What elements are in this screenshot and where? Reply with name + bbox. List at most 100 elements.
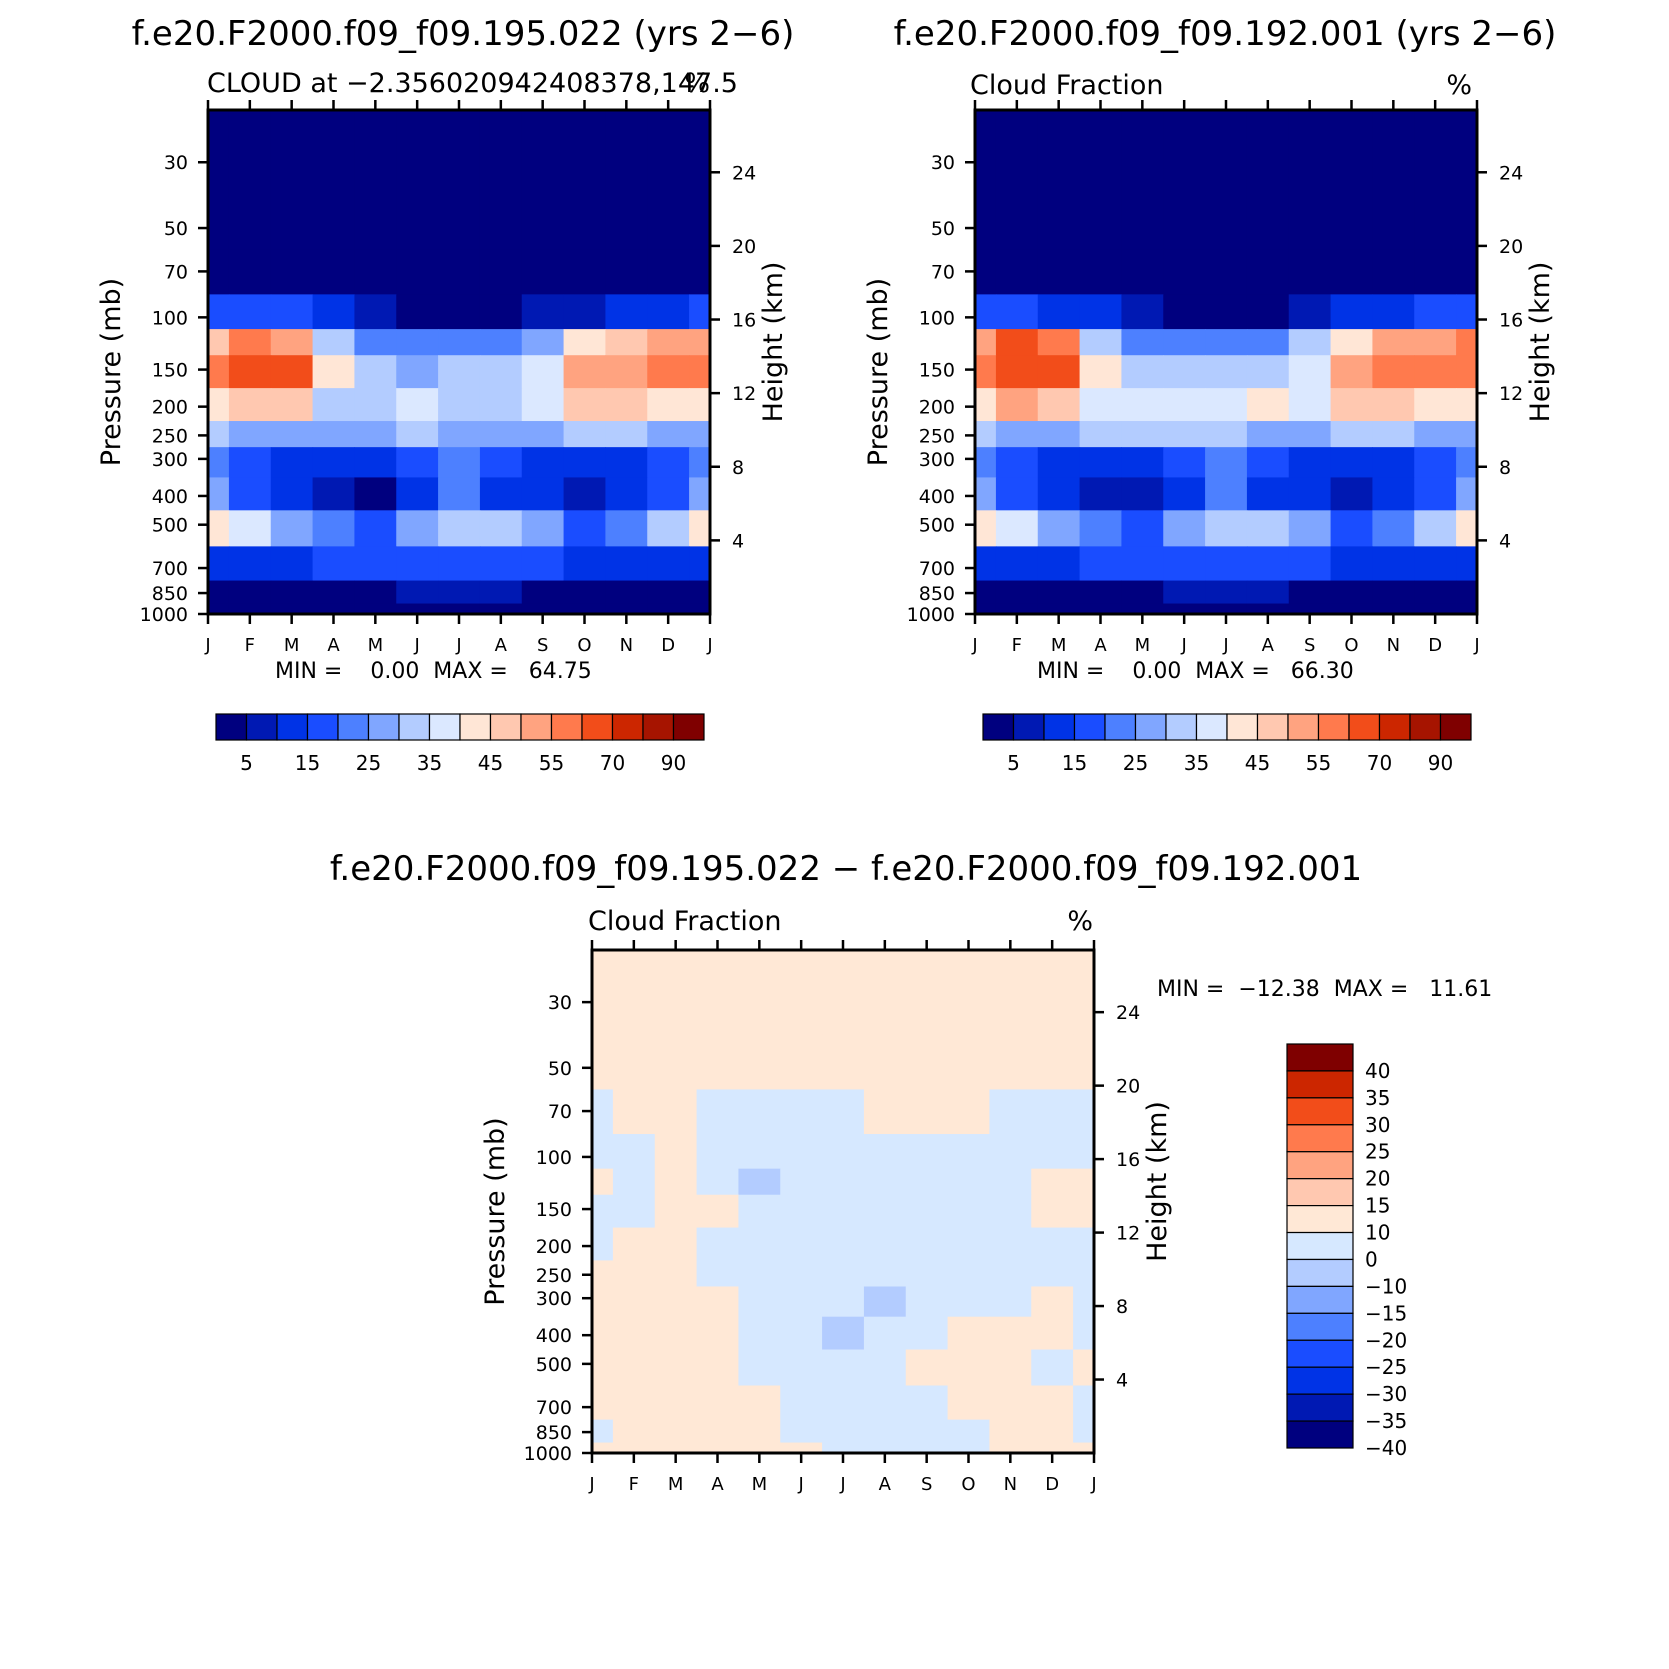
heatmap-cell <box>312 329 356 356</box>
heatmap-cell <box>975 603 997 615</box>
heatmap-cell <box>975 421 997 448</box>
heatmap-cell <box>995 195 1039 251</box>
heatmap-cell <box>612 1034 656 1091</box>
heatmap-cell <box>1330 447 1374 479</box>
heatmap-cell <box>605 329 648 356</box>
heatmap-cell <box>1079 510 1123 547</box>
heatmap-cell <box>1372 546 1415 582</box>
heatmap-cell <box>228 580 272 605</box>
heatmap-cell <box>1079 329 1123 356</box>
heatmap-cell <box>905 1442 949 1454</box>
heatmap-cell <box>1456 249 1478 295</box>
heatmap-cell <box>1073 1316 1095 1351</box>
y2-tick-label: 24 <box>1116 1002 1140 1024</box>
colorbar-swatch <box>1286 1204 1354 1234</box>
heatmap-cell <box>696 1419 740 1444</box>
heatmap-cell <box>438 195 481 251</box>
heatmap-cell <box>975 388 997 422</box>
colorbar-swatch <box>1165 713 1198 741</box>
heatmap-cell <box>1205 195 1248 251</box>
heatmap-cell <box>822 950 865 1036</box>
x-tick-label: J <box>414 635 420 656</box>
heatmap-cell <box>1037 421 1081 448</box>
heatmap-cell <box>1372 388 1415 422</box>
colorbar-swatch <box>489 713 522 741</box>
heatmap-cell <box>1414 546 1457 582</box>
colorbar-swatch <box>1286 1312 1354 1341</box>
colorbar-swatch <box>1409 713 1442 741</box>
heatmap-cell <box>228 249 272 295</box>
heatmap-cell <box>780 1385 823 1421</box>
heatmap-cell <box>563 388 607 422</box>
y-tick-label: 500 <box>536 1354 572 1376</box>
heatmap-cell <box>1031 1385 1074 1421</box>
y2-tick-label: 16 <box>1499 310 1523 332</box>
heatmap-cell <box>654 1089 698 1135</box>
heatmap-cell <box>1031 950 1074 1036</box>
heatmap-cell <box>479 510 523 547</box>
heatmap-cell <box>654 1134 698 1170</box>
x-tick-label: D <box>1428 635 1442 656</box>
heatmap-cell <box>228 447 272 479</box>
heatmap-cell <box>438 580 481 605</box>
heatmap-cell <box>592 1034 614 1091</box>
x-tick-label: O <box>577 635 591 656</box>
heatmap-cell <box>738 1260 781 1288</box>
heatmap-cell <box>647 603 690 615</box>
x-tick-label: S <box>921 1474 932 1495</box>
heatmap-cell <box>479 603 523 615</box>
heatmap-cell <box>689 388 711 422</box>
heatmap-cell <box>592 1168 614 1196</box>
heatmap-cell <box>1121 294 1164 330</box>
heatmap-cell <box>354 110 397 196</box>
heatmap-cell <box>975 580 997 605</box>
heatmap-cell <box>995 294 1039 330</box>
heatmap-cell <box>592 1194 614 1229</box>
heatmap-cell <box>1456 355 1478 389</box>
heatmap-cell <box>563 249 607 295</box>
colorbar-swatch <box>1286 1043 1354 1072</box>
y-tick-label: 700 <box>536 1397 572 1419</box>
heatmap-cell <box>563 421 607 448</box>
heatmap-cell <box>605 580 648 605</box>
y-axis-label: Pressure (mb) <box>96 278 127 466</box>
heatmap-cell <box>1205 329 1248 356</box>
heatmap-cell <box>1037 110 1081 196</box>
heatmap-cell <box>1031 1316 1074 1351</box>
x-tick-label: M <box>1051 635 1067 656</box>
colorbar-swatch <box>428 713 461 741</box>
heatmap-cell <box>1163 110 1206 196</box>
colorbar-label: 35 <box>417 751 442 775</box>
heatmap-cell <box>905 1227 949 1262</box>
heatmap-cell <box>1121 447 1164 479</box>
heatmap-cell <box>989 1385 1032 1421</box>
colorbar-label: 30 <box>1365 1113 1390 1137</box>
heatmap-cell <box>208 447 230 479</box>
colorbar-swatch <box>1286 1285 1354 1314</box>
heatmap-cell <box>563 603 607 615</box>
heatmap-cell <box>521 388 565 422</box>
y2-tick-label: 24 <box>1499 162 1523 184</box>
heatmap-cell <box>605 195 648 251</box>
heatmap-cell <box>605 421 648 448</box>
heatmap-cell <box>1246 195 1290 251</box>
panel-subtitle-left: CLOUD at −2.356020942408378,147.5 <box>207 68 738 99</box>
colorbar-swatch <box>215 713 248 741</box>
panel-subtitle-left: Cloud Fraction <box>970 70 1163 101</box>
heatmap-cell <box>995 510 1039 547</box>
heatmap-cell <box>1163 388 1206 422</box>
colorbar-swatch <box>1286 1070 1354 1099</box>
heatmap-cell <box>647 447 690 479</box>
heatmap-cell <box>1163 546 1206 582</box>
heatmap-cell <box>822 1442 865 1454</box>
heatmap-cell <box>1073 1089 1095 1135</box>
y-tick-label: 700 <box>152 558 188 580</box>
y-tick-label: 30 <box>164 152 188 174</box>
heatmap-cell <box>1079 603 1123 615</box>
heatmap-cell <box>780 1168 823 1196</box>
panel-subtitle-right: % <box>684 68 710 99</box>
heatmap-cell <box>995 580 1039 605</box>
heatmap-cell <box>863 1442 907 1454</box>
heatmap-cell <box>1330 110 1374 196</box>
heatmap-cell <box>208 546 230 582</box>
